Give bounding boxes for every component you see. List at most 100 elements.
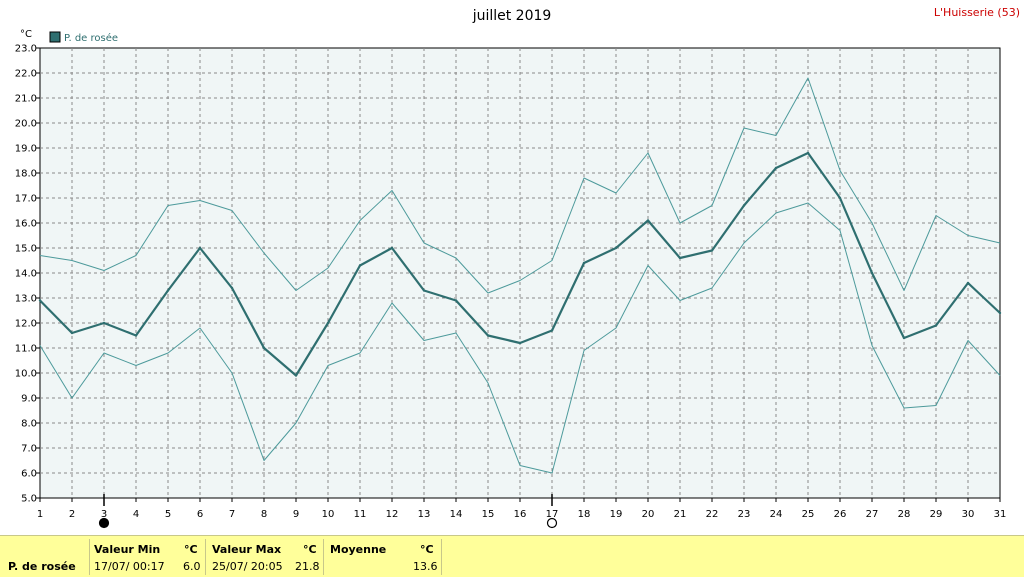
y-tick-label: 6.0 [21,469,37,480]
data-point [134,334,138,337]
data-point [326,321,330,325]
data-point [966,281,970,285]
stats-max-header: Valeur Max [212,543,282,556]
stats-max-date: 25/07/ 20:05 [212,560,283,573]
data-point [934,324,938,327]
x-tick-label: 14 [450,509,463,520]
y-tick-label: 19.0 [15,144,37,155]
series-line-min [39,202,1001,474]
y-tick-label: 5.0 [21,494,37,505]
x-tick-label: 25 [802,509,815,520]
stats-min-date: 17/07/ 00:17 [94,560,165,573]
full-moon-icon [546,517,558,529]
stats-min-value: 6.0 [183,560,201,573]
data-point [454,299,458,302]
y-tick-label: 13.0 [15,294,37,305]
y-tick-label: 23.0 [15,44,37,55]
data-point [870,271,874,275]
data-point [422,289,426,292]
x-axis: 1 2 3 4 5 6 7 8 9 10 11 12 13 14 15 16 17 18 19 20 21 22 23 24 2… [37,498,1007,520]
data-point [390,246,394,250]
stats-mean-unit: °C [420,543,434,556]
x-tick-label: 11 [354,509,367,520]
series-line-max [39,77,1001,294]
x-tick-label: 5 [165,509,171,520]
new-moon-icon [98,517,110,529]
x-tick-label: 17 [546,509,559,520]
stats-max-unit: °C [303,543,317,556]
y-tick-label: 18.0 [15,169,37,180]
y-tick-label: 15.0 [15,244,37,255]
data-point [838,196,842,200]
x-tick-label: 16 [514,509,527,520]
x-tick-label: 2 [69,509,75,520]
grid [40,48,1000,498]
x-tick-label: 24 [770,509,783,520]
y-tick-label: 10.0 [15,369,37,380]
data-point [678,256,682,260]
data-point [70,331,74,335]
data-point [262,346,266,350]
data-point [518,341,522,345]
y-axis: 5.0 6.0 7.0 8.0 9.0 10.0 11.0 12.0 13.0 14.0 15.0 1… [15,44,40,505]
data-point [582,261,586,265]
data-point [742,204,746,207]
x-tick-label: 10 [322,509,335,520]
stats-separator [323,539,324,575]
x-tick-label: 15 [482,509,495,520]
data-point [646,219,650,222]
x-tick-label: 18 [578,509,591,520]
x-tick-label: 30 [962,509,975,520]
data-point [902,336,906,340]
y-tick-label: 22.0 [15,69,37,80]
x-tick-label: 9 [293,509,299,520]
legend-label: P. de rosée [64,32,118,44]
y-tick-label: 9.0 [21,394,37,405]
x-tick-label: 1 [37,509,43,520]
x-tick-label: 6 [197,509,203,520]
x-tick-label: 27 [866,509,879,520]
stats-bar: P. de rosée Valeur Min °C 17/07/ 00:17 6… [0,535,1024,577]
data-point [998,311,1002,315]
x-tick-label: 28 [898,509,911,520]
data-point [294,374,298,377]
x-tick-label: 29 [930,509,943,520]
stats-max-value: 21.8 [295,560,320,573]
y-tick-label: 21.0 [15,94,37,105]
chart: juillet 2019 L'Huisserie (53) °C P. de r… [15,6,1020,529]
stats-mean-header: Moyenne [330,543,387,556]
series-group [38,77,1002,474]
stats-row-label: P. de rosée [8,560,76,573]
data-point [166,289,170,292]
stats-mean-value: 13.6 [413,560,438,573]
x-tick-label: 4 [133,509,139,520]
data-point [102,321,106,325]
stats-mean-cell: Moyenne °C 13.6 [323,536,441,577]
y-axis-unit: °C [20,29,32,40]
data-point [614,246,618,250]
data-point [806,151,810,155]
data-point [38,299,42,302]
x-tick-label: 8 [261,509,267,520]
stats-separator [205,539,206,575]
y-tick-label: 17.0 [15,194,37,205]
x-tick-label: 23 [738,509,751,520]
x-tick-label: 13 [418,509,431,520]
x-tick-label: 20 [642,509,655,520]
data-point [230,286,234,290]
chart-title: juillet 2019 [472,8,552,24]
markers [98,494,558,529]
y-tick-label: 8.0 [21,419,37,430]
x-tick-label: 21 [674,509,687,520]
x-tick-label: 22 [706,509,719,520]
data-point [198,246,202,250]
stats-min-unit: °C [184,543,198,556]
stats-separator [89,539,90,575]
x-tick-label: 31 [994,509,1007,520]
data-point [710,249,714,252]
x-tick-label: 12 [386,509,399,520]
stats-min-header: Valeur Min [94,543,161,556]
data-point [486,334,490,337]
y-tick-label: 11.0 [15,344,37,355]
stats-max-cell: Valeur Max °C 25/07/ 20:05 21.8 [205,536,323,577]
